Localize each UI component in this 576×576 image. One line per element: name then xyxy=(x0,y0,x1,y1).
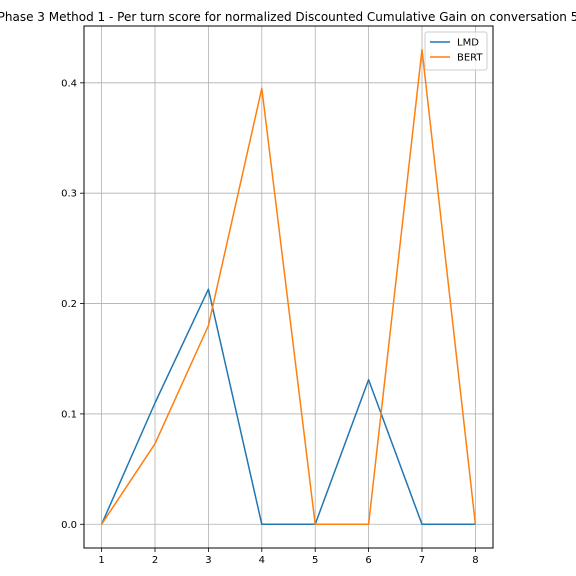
x-tick-label: 3 xyxy=(205,555,211,566)
x-axis: 1 2 3 4 5 6 7 8 xyxy=(98,548,479,566)
y-tick-label: 0.2 xyxy=(61,299,77,310)
x-tick-label: 6 xyxy=(365,555,371,566)
legend: LMD BERT xyxy=(424,31,488,71)
x-tick-label: 4 xyxy=(259,555,265,566)
legend-label-lmd: LMD xyxy=(457,38,479,49)
series-lines xyxy=(100,48,477,526)
series-line-lmd xyxy=(100,288,476,526)
x-tick-label: 5 xyxy=(312,555,318,566)
y-axis: 0.0 0.1 0.2 0.3 0.4 xyxy=(61,78,84,531)
y-tick-label: 0.4 xyxy=(61,78,77,89)
x-tick-label: 2 xyxy=(152,555,158,566)
x-tick-label: 7 xyxy=(419,555,425,566)
y-tick-label: 0.0 xyxy=(61,520,77,531)
series-line-bert xyxy=(100,48,477,526)
grid xyxy=(84,26,493,548)
x-tick-label: 8 xyxy=(472,555,478,566)
plot-frame xyxy=(83,25,494,549)
y-tick-label: 0.1 xyxy=(61,409,77,420)
chart-title: Phase 3 Method 1 - Per turn score for no… xyxy=(0,10,576,24)
y-tick-label: 0.3 xyxy=(61,189,77,200)
x-tick-label: 1 xyxy=(98,555,104,566)
legend-label-bert: BERT xyxy=(457,53,483,64)
